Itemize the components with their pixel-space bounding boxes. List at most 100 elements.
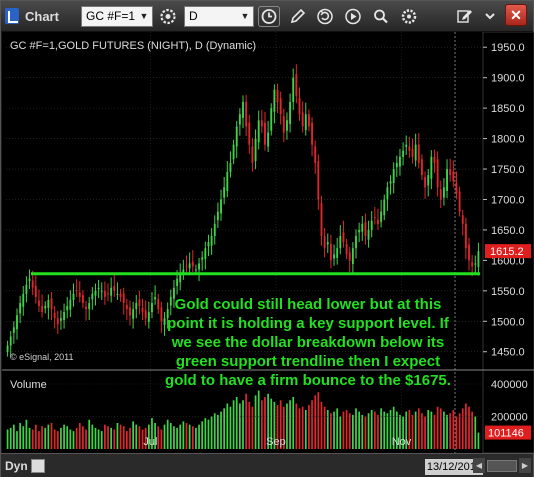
candle-body: [122, 293, 125, 304]
candle-body: [220, 199, 222, 214]
candle-body: [248, 122, 251, 145]
close-button[interactable]: ✕: [505, 4, 527, 26]
candle-body: [151, 303, 153, 313]
candle-body: [59, 318, 62, 321]
candle-body: [351, 248, 354, 265]
candle-body: [78, 292, 81, 297]
candle-body: [430, 156, 433, 179]
candle-body: [471, 262, 474, 267]
candle-body: [455, 183, 458, 194]
candle-body: [304, 114, 307, 131]
candle-body: [320, 203, 323, 237]
candle-body: [223, 187, 226, 198]
price-axis[interactable]: [482, 32, 534, 453]
candle-body: [254, 138, 257, 162]
candle-body: [201, 257, 204, 260]
candle-body: [292, 77, 295, 103]
symbol-settings-icon[interactable]: [157, 6, 179, 27]
search-icon[interactable]: [370, 6, 392, 27]
refresh-icon[interactable]: [314, 6, 336, 27]
candle-body: [160, 307, 163, 322]
candle-body: [367, 229, 370, 240]
candle-body: [210, 236, 213, 246]
candle-body: [477, 251, 480, 268]
candle-body: [204, 248, 207, 260]
candle-body: [458, 191, 461, 212]
scroll-left-icon[interactable]: ◀: [473, 458, 485, 473]
candle-body: [317, 161, 320, 200]
candle-body: [22, 293, 25, 307]
candle-body: [166, 309, 169, 319]
candle-body: [257, 120, 260, 143]
candle-body: [19, 303, 22, 314]
candle-body: [395, 162, 398, 168]
symbol-combo[interactable]: GC #F=1 ▼: [81, 6, 153, 27]
volume-tag: 101146: [485, 425, 531, 440]
candle-body: [138, 299, 141, 307]
dynamic-scale-icon[interactable]: [31, 459, 45, 473]
chevron-down-icon[interactable]: ▼: [240, 11, 250, 21]
candle-body: [333, 254, 335, 259]
candle-body: [336, 248, 339, 258]
candle-body: [110, 287, 113, 296]
date-tick-labels: Jul Sep Nov: [143, 32, 412, 453]
candle-body: [141, 307, 144, 313]
candle-body: [358, 229, 361, 233]
candle-body: [176, 278, 179, 286]
price-tick-label: 1600.0: [491, 255, 525, 267]
annotation-line: gold to have a firm bounce to the $1675.: [165, 372, 451, 389]
candle-body: [238, 114, 241, 125]
candle-body: [301, 112, 304, 127]
candle-body: [424, 176, 427, 188]
more-icon[interactable]: [479, 6, 501, 27]
candle-body: [129, 307, 131, 316]
candle-body: [66, 306, 69, 311]
candle-body: [464, 223, 467, 249]
gear-icon[interactable]: [398, 6, 420, 27]
candle-body: [389, 181, 392, 184]
candle-body: [273, 89, 276, 112]
candle-body: [188, 263, 191, 269]
price-tag: 1615.2: [485, 244, 531, 259]
time-icon[interactable]: [258, 6, 280, 27]
price-tick-labels: 1450.0 1500.0 1550.0 1600.0 1650.0 1700.0 1750…: [483, 42, 525, 359]
candle-body: [157, 298, 160, 310]
date-tick-label: Sep: [266, 436, 286, 448]
price-tick-label: 1500.0: [491, 316, 525, 328]
price-chart[interactable]: 1450.0 1500.0 1550.0 1600.0 1650.0 1700.0 1750…: [2, 32, 534, 453]
play-icon[interactable]: [342, 6, 364, 27]
candle-body: [386, 187, 389, 200]
pencil-icon[interactable]: [286, 6, 308, 27]
candle-body: [28, 278, 31, 282]
candle-body: [38, 300, 40, 307]
dyn-label[interactable]: Dyn: [5, 459, 28, 473]
candle-body: [279, 98, 282, 115]
candle-body: [113, 285, 116, 291]
candle-body: [179, 272, 182, 283]
volume-label: Volume: [10, 379, 47, 391]
candle-body: [446, 169, 448, 191]
volume-tick-label: 400000: [491, 379, 528, 391]
interval-combo[interactable]: D ▼: [184, 6, 254, 27]
candle-body: [474, 263, 477, 265]
candle-body: [50, 298, 53, 310]
candle-body: [56, 318, 59, 325]
candle-body: [383, 199, 386, 216]
candle-body: [72, 293, 75, 300]
interval-value: D: [189, 9, 198, 23]
watermark: © eSignal, 2011: [10, 352, 74, 362]
candle-body: [361, 223, 364, 232]
candle-body: [417, 144, 420, 163]
edit-icon[interactable]: [453, 6, 475, 27]
candle-body: [373, 217, 376, 219]
candle-body: [449, 169, 452, 176]
candle-body: [339, 236, 342, 249]
horizontal-scrollbar[interactable]: [487, 460, 517, 472]
price-tick-label: 1800.0: [491, 134, 525, 146]
price-tick-label: 1700.0: [491, 194, 525, 206]
candle-body: [53, 312, 56, 319]
chevron-down-icon[interactable]: ▼: [139, 11, 149, 21]
scroll-right-icon[interactable]: ▶: [519, 458, 531, 473]
candle-body: [348, 252, 351, 261]
